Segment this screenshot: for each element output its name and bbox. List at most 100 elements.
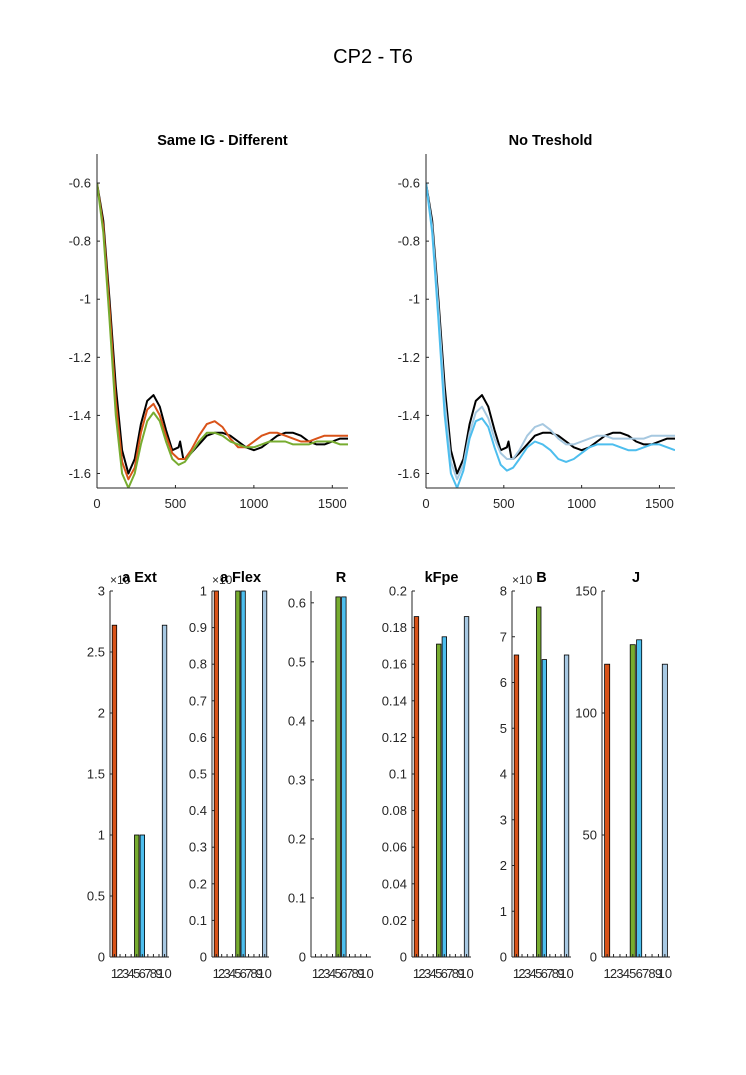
x-tick-label: 6 [340,966,347,981]
y-tick-label: 0.1 [288,890,306,905]
x-tick-label: 9 [457,966,464,981]
y-tick-label: -1.6 [398,466,420,481]
series-line-3 [97,182,348,488]
exponent-label: ×10 [212,573,233,587]
chart-title: R [336,570,347,586]
x-tick-label: 2 [610,966,617,981]
y-tick-label: 100 [575,706,597,721]
x-tick-label: 3 [323,966,330,981]
x-tick-label: 10 [658,966,672,981]
y-tick-label: 2.5 [87,645,105,660]
series-line-1 [97,182,348,475]
y-tick-label: -1.4 [69,408,91,423]
y-tick-label: 1 [98,828,105,843]
x-tick-label: 3 [424,966,431,981]
x-tick-label: 6 [541,966,548,981]
series-line-1 [426,182,675,475]
y-tick-label: -0.6 [69,176,91,191]
y-tick-label: 0.4 [189,803,207,818]
x-tick-label: 3 [616,966,623,981]
x-tick-label: 8 [648,966,655,981]
series-line-2 [426,182,675,481]
x-tick-label: 4 [329,966,336,981]
chart-title: No Treshold [509,133,593,149]
bar-10 [563,654,570,958]
x-tick-label: 10 [459,966,473,981]
y-tick-label: 2 [500,858,507,873]
x-tick-label: 7 [642,966,649,981]
x-tick-label: 8 [452,966,459,981]
y-tick-label: -0.8 [69,234,91,249]
x-tick-label: 5 [335,966,342,981]
x-tick-label: 4 [623,966,630,981]
y-tick-label: 0.2 [288,831,306,846]
exponent-label: ×10 [512,573,533,587]
x-tick-label: 1 [513,966,520,981]
series-line-2 [97,182,348,481]
bar-10 [161,624,168,958]
chart-title: J [632,570,640,586]
x-tick-label: 2 [518,966,525,981]
y-tick-label: 1 [500,904,507,919]
y-tick-label: 0 [500,950,507,965]
x-tick-label: 10 [359,966,373,981]
y-tick-label: 0.2 [389,584,407,599]
x-tick-label: 7 [446,966,453,981]
x-tick-label: 9 [557,966,564,981]
bar-chart-6: 0 0.02 0.04 0.06 0.08 0.1 0.12 0.14 0.16 0.18 0.2 1… [382,570,474,981]
x-tick-label: 5 [535,966,542,981]
y-tick-label: 2 [98,706,105,721]
bar-5 [629,644,636,958]
x-tick-label: 2 [418,966,425,981]
y-tick-label: 7 [500,629,507,644]
y-tick-label: 50 [583,828,597,843]
exponent-label: ×10 [110,573,131,587]
bar-1 [111,624,118,958]
y-tick-label: 150 [575,584,597,599]
chart-title: a Flex [220,570,261,586]
x-tick-label: 9 [357,966,364,981]
y-tick-label: 8 [500,584,507,599]
bar-6 [139,834,146,958]
y-tick-label: 4 [500,767,507,782]
x-tick-label: 1 [413,966,420,981]
chart-title: Same IG - Different [157,133,288,149]
y-tick-label: 0.08 [382,803,407,818]
x-tick-label: 0 [422,496,429,511]
x-tick-label: 10 [559,966,573,981]
y-tick-label: 0 [299,950,306,965]
x-tick-label: 10 [157,966,171,981]
series-line-3 [426,182,675,488]
bar-1 [413,616,420,958]
x-tick-label: 2 [318,966,325,981]
x-tick-label: 6 [441,966,448,981]
bar-10 [463,616,470,958]
bar-chart-8: 0 50 100 150 1 2 3 4 5 6 7 8 910 J [575,570,672,981]
y-tick-label: -1.2 [69,350,91,365]
y-tick-label: 0 [590,950,597,965]
y-tick-label: -1.6 [69,466,91,481]
bar-5 [134,834,140,958]
bar-5 [235,590,241,958]
x-tick-label: 4 [530,966,537,981]
x-tick-label: 6 [240,966,247,981]
x-tick-label: 8 [552,966,559,981]
y-tick-label: -1.2 [398,350,420,365]
bar-6 [341,596,347,958]
chart-title: a Ext [122,570,157,586]
x-tick-label: 9 [655,966,662,981]
x-tick-label: 3 [223,966,230,981]
line-chart-2: No Treshold -0.6 -0.8 -1 -1.2 -1.4 -1.60 500 100… [398,133,675,511]
x-tick-label: 7 [346,966,353,981]
x-tick-label: 1500 [645,496,674,511]
y-tick-label: 0.8 [189,657,207,672]
x-tick-label: 5 [629,966,636,981]
x-tick-label: 0 [93,496,100,511]
y-tick-label: -0.8 [398,234,420,249]
y-tick-label: 5 [500,721,507,736]
x-tick-label: 1000 [567,496,596,511]
y-tick-label: 0.1 [189,913,207,928]
bar-6 [636,639,643,958]
